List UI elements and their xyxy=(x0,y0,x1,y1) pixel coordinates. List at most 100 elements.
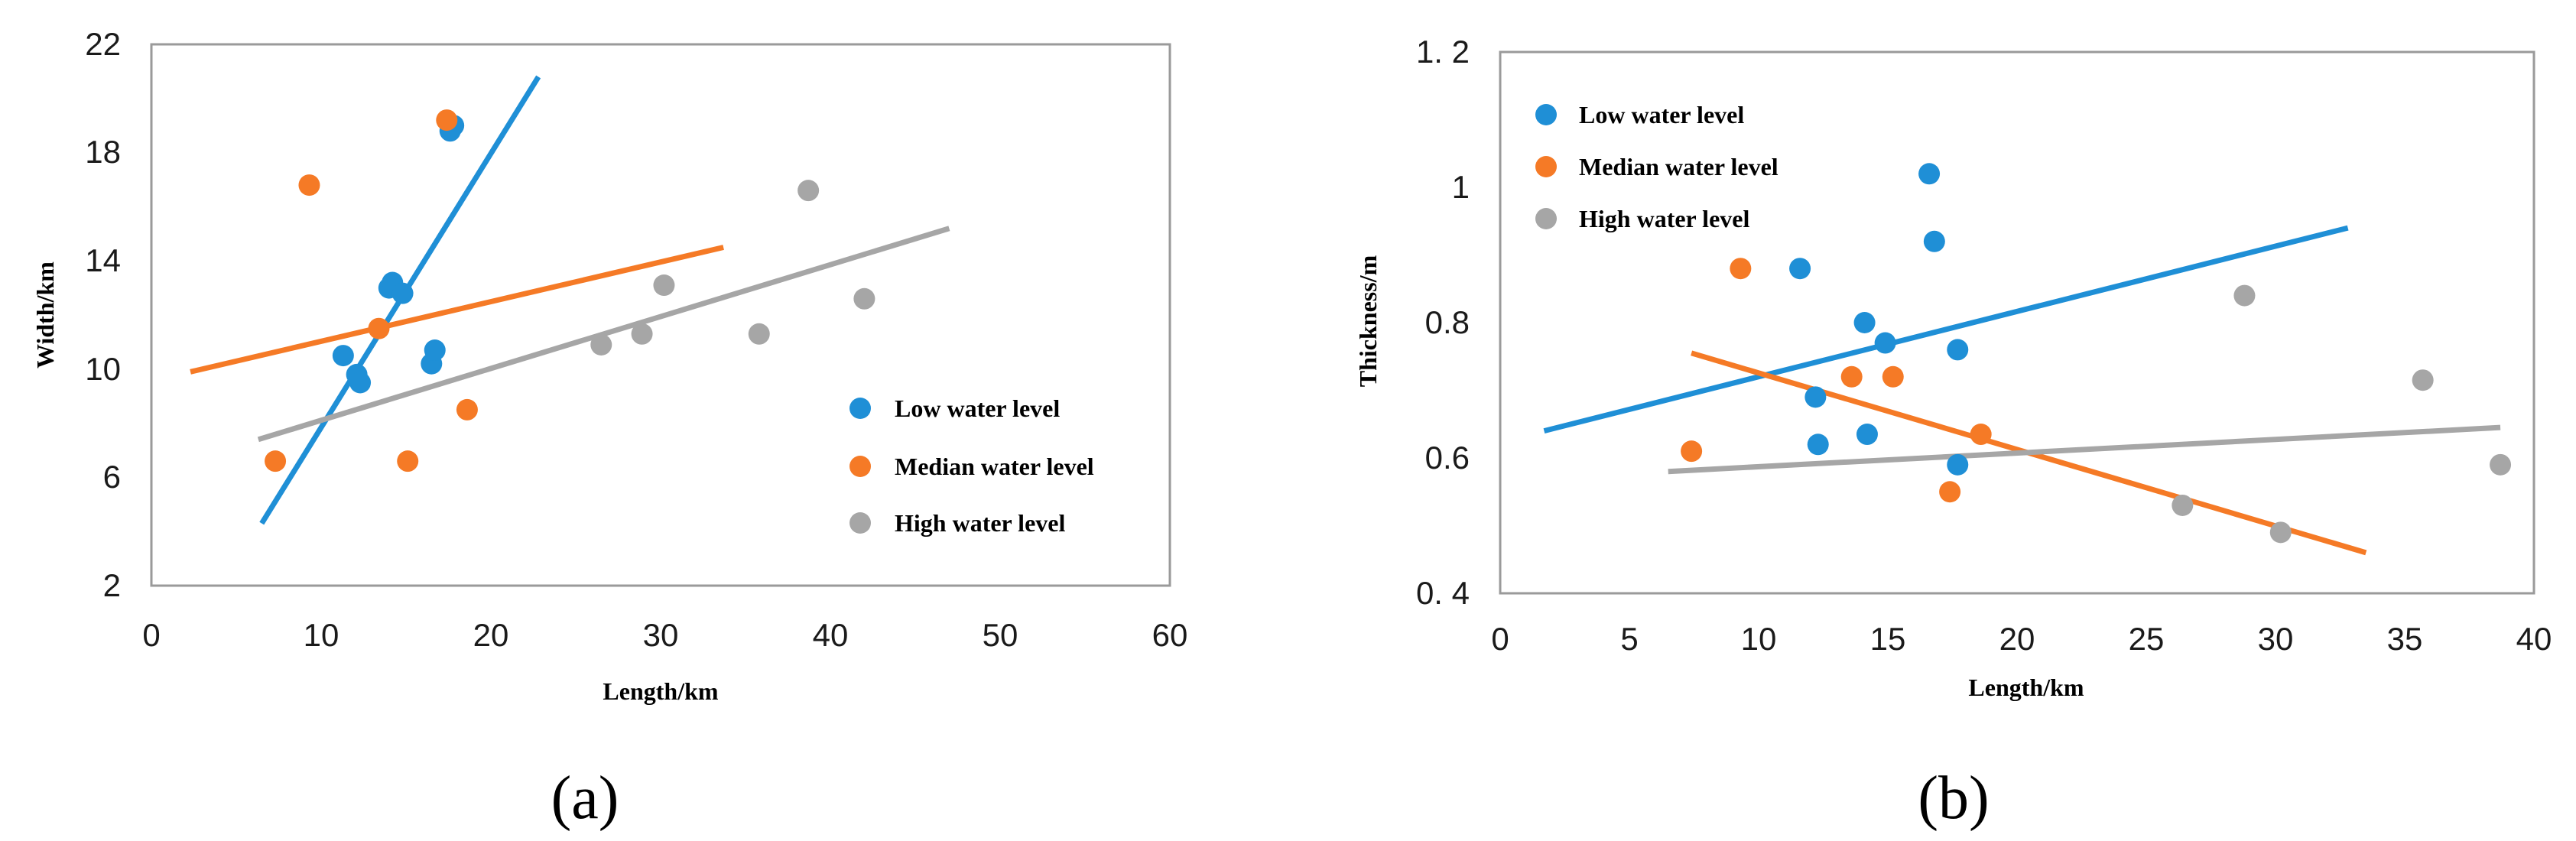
data-point-low xyxy=(1947,453,1969,476)
chart-a-x-ticks: 0 10 20 30 40 50 60 xyxy=(142,617,1187,653)
chart-b-y-tick: 0.6 xyxy=(1425,440,1470,476)
chart-b-x-tick: 0 xyxy=(1491,621,1509,657)
trend-line-high xyxy=(1668,424,2501,475)
data-point-low xyxy=(1789,258,1811,280)
chart-b-y-tick: 1. 2 xyxy=(1416,34,1470,70)
data-point-low xyxy=(332,345,354,367)
chart-a-y-axis-label: Width/km xyxy=(31,261,59,369)
legend-marker-low xyxy=(849,398,871,419)
data-point-low xyxy=(1807,433,1829,456)
data-point-high xyxy=(2412,369,2434,391)
data-point-median xyxy=(1939,481,1961,503)
chart-b-y-ticks: 0. 4 0.6 0.8 1 1. 2 xyxy=(1416,34,1470,611)
chart-a-x-tick: 50 xyxy=(983,617,1018,653)
chart-a-y-tick: 6 xyxy=(103,459,121,495)
chart-b-x-tick: 40 xyxy=(2516,621,2552,657)
chart-b-x-tick: 10 xyxy=(1741,621,1777,657)
chart-b: 0. 4 0.6 0.8 1 1. 2 0 5 10 15 20 25 30 3… xyxy=(1354,34,2552,832)
chart-a-x-tick: 0 xyxy=(142,617,160,653)
data-point-low xyxy=(1804,386,1827,408)
data-point-high xyxy=(797,180,820,202)
chart-a-x-tick: 30 xyxy=(643,617,679,653)
chart-b-points xyxy=(1681,163,2512,544)
trend-line-median xyxy=(190,245,724,375)
data-point-high xyxy=(853,287,875,310)
data-point-median xyxy=(298,174,320,196)
chart-a-x-tick: 20 xyxy=(473,617,509,653)
chart-b-trend-lines xyxy=(1543,225,2501,556)
legend-label-high: High water level xyxy=(895,509,1065,537)
chart-b-x-tick: 30 xyxy=(2258,621,2294,657)
data-point-low xyxy=(349,372,372,394)
data-point-high xyxy=(2172,494,2194,516)
chart-b-y-tick: 1 xyxy=(1452,169,1470,205)
data-point-low xyxy=(1874,332,1896,354)
data-point-median xyxy=(265,450,287,472)
legend-marker-high xyxy=(1535,208,1557,229)
chart-a-points xyxy=(265,109,875,472)
chart-b-x-tick: 35 xyxy=(2387,621,2423,657)
chart-a-y-tick: 2 xyxy=(103,567,121,603)
chart-a-plot-frame xyxy=(150,43,1171,587)
legend-marker-low xyxy=(1535,104,1557,125)
legend-label-median: Median water level xyxy=(1579,153,1779,180)
trend-line-low xyxy=(1543,225,2349,433)
data-point-high xyxy=(631,323,653,345)
chart-a-y-tick: 14 xyxy=(85,242,121,278)
chart-a-x-tick: 60 xyxy=(1152,617,1188,653)
chart-b-plot-frame xyxy=(1499,50,2535,595)
chart-a-x-tick: 10 xyxy=(304,617,339,653)
data-point-median xyxy=(1730,258,1752,280)
data-point-low xyxy=(391,282,414,304)
chart-b-x-tick: 5 xyxy=(1620,621,1638,657)
data-point-median xyxy=(456,398,478,420)
chart-a-legend: Low water level Median water level High … xyxy=(849,395,1094,537)
legend-label-low: Low water level xyxy=(1579,101,1744,128)
chart-b-x-tick: 20 xyxy=(1999,621,2035,657)
chart-a-x-axis-label: Length/km xyxy=(603,677,718,705)
data-point-median xyxy=(1882,365,1904,388)
data-point-median xyxy=(436,109,458,132)
data-point-low xyxy=(1947,339,1969,361)
chart-a-y-tick: 22 xyxy=(85,26,121,62)
data-point-high xyxy=(2233,284,2256,307)
legend-label-high: High water level xyxy=(1579,205,1749,232)
chart-a-y-tick: 18 xyxy=(85,134,121,170)
panel-label-a: (a) xyxy=(551,765,619,832)
legend-marker-median xyxy=(849,456,871,477)
chart-b-y-axis-label: Thickness/m xyxy=(1354,255,1382,387)
chart-a-y-ticks: 2 6 10 14 18 22 xyxy=(85,26,121,603)
chart-b-y-tick: 0.8 xyxy=(1425,304,1470,340)
legend-marker-high xyxy=(849,512,871,534)
chart-a: 2 6 10 14 18 22 0 10 20 30 40 50 60 Leng… xyxy=(31,26,1187,832)
data-point-median xyxy=(368,317,390,339)
data-point-high xyxy=(590,333,612,356)
chart-b-x-ticks: 0 5 10 15 20 25 30 35 40 xyxy=(1491,621,2552,657)
data-point-high xyxy=(2269,521,2292,544)
chart-b-y-tick: 0. 4 xyxy=(1416,575,1470,611)
data-point-median xyxy=(1840,365,1863,388)
chart-a-trend-lines xyxy=(190,75,950,525)
chart-b-x-axis-label: Length/km xyxy=(1968,674,2084,701)
data-point-high xyxy=(748,323,770,345)
chart-b-x-tick: 25 xyxy=(2129,621,2165,657)
legend-label-low: Low water level xyxy=(895,395,1060,422)
data-point-high xyxy=(2490,453,2512,476)
data-point-low xyxy=(1918,163,1941,185)
chart-b-x-tick: 15 xyxy=(1870,621,1906,657)
chart-a-y-tick: 10 xyxy=(85,351,121,387)
data-point-high xyxy=(653,274,675,297)
legend-label-median: Median water level xyxy=(895,453,1094,480)
panel-label-b: (b) xyxy=(1918,765,1989,832)
data-point-low xyxy=(1856,424,1878,446)
chart-a-x-tick: 40 xyxy=(813,617,849,653)
trend-line-high xyxy=(257,226,950,443)
data-point-low xyxy=(424,339,446,362)
data-point-low xyxy=(1923,230,1945,252)
data-point-low xyxy=(1853,312,1876,333)
data-point-median xyxy=(1970,424,1992,446)
data-point-median xyxy=(1681,440,1703,463)
data-point-median xyxy=(397,450,419,472)
legend-marker-median xyxy=(1535,156,1557,177)
